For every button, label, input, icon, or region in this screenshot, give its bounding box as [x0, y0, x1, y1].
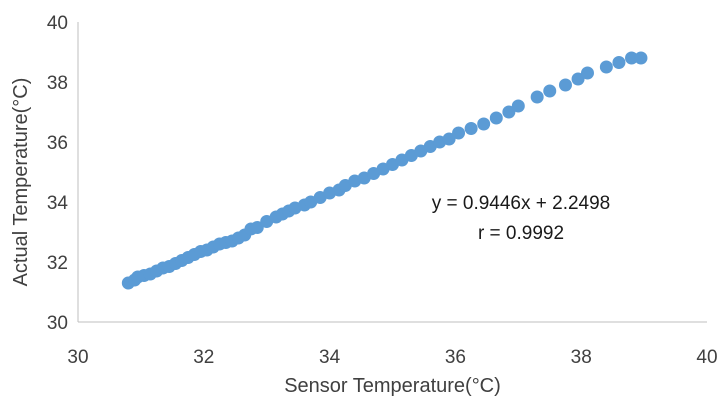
- y-tick-label: 36: [47, 133, 68, 154]
- data-point: [442, 132, 456, 146]
- data-point: [580, 66, 594, 80]
- y-tick-label: 30: [47, 313, 68, 334]
- data-point: [452, 126, 466, 140]
- x-axis-title: Sensor Temperature(°C): [284, 375, 501, 397]
- data-point: [571, 72, 585, 86]
- x-tick-labels: 30 32 34 36 38 40: [67, 347, 717, 368]
- data-point: [612, 56, 626, 69]
- y-axis-title: Actual Temperature(°C): [10, 78, 32, 287]
- x-tick-label: 34: [319, 347, 341, 368]
- data-point: [599, 60, 613, 74]
- data-point: [558, 78, 572, 92]
- data-point: [543, 84, 557, 98]
- x-tick-label: 40: [696, 347, 717, 368]
- x-tick-label: 36: [445, 347, 466, 368]
- y-tick-label: 34: [47, 193, 69, 214]
- x-tick-label: 30: [67, 347, 88, 368]
- y-tick-labels: 30 32 34 36 38 40: [47, 13, 69, 334]
- axes: [77, 22, 707, 323]
- data-point: [634, 51, 648, 65]
- data-point: [489, 111, 503, 125]
- data-points: [121, 51, 648, 290]
- y-tick-label: 38: [47, 73, 68, 94]
- data-point: [477, 117, 491, 131]
- data-point: [464, 122, 478, 135]
- data-point: [502, 105, 516, 119]
- data-point: [511, 99, 525, 113]
- data-point: [250, 221, 264, 234]
- x-tick-label: 38: [571, 347, 592, 368]
- data-point: [625, 51, 639, 65]
- data-point: [530, 90, 544, 104]
- y-tick-label: 40: [47, 13, 68, 34]
- regression-equation: y = 0.9446x + 2.2498: [432, 193, 611, 214]
- correlation-coefficient: r = 0.9992: [478, 223, 564, 244]
- x-tick-label: 32: [193, 347, 214, 368]
- y-tick-label: 32: [47, 253, 68, 274]
